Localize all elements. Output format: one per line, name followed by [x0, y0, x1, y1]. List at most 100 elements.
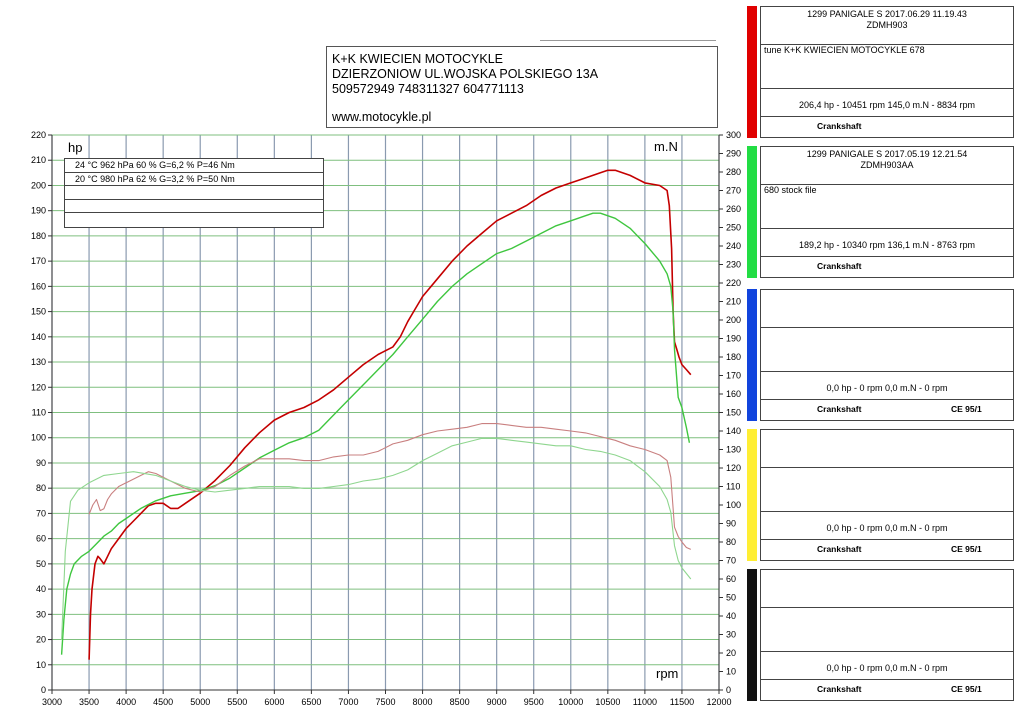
run-result: 0,0 hp - 0 rpm 0,0 m.N - 0 rpm: [761, 652, 1013, 680]
run-panel-4: 0,0 hp - 0 rpm 0,0 m.N - 0 rpm Crankshaft…: [744, 429, 1016, 561]
run-info-frame: 0,0 hp - 0 rpm 0,0 m.N - 0 rpm Crankshaft…: [760, 569, 1014, 701]
run-result: 0,0 hp - 0 rpm 0,0 m.N - 0 rpm: [761, 512, 1013, 540]
x-axis-ticks: 3000 3500 4000 4500 5000 5500 6000 6500 7000 7500…: [42, 690, 732, 707]
left-tick-label-50: 50: [36, 559, 46, 569]
run-vin: ZDMH903AA: [860, 160, 914, 170]
right-tick-label-160: 160: [726, 389, 741, 399]
right-tick-label-130: 130: [726, 445, 741, 455]
x-tick-label-8500: 8500: [450, 697, 470, 707]
run-result: 189,2 hp - 10340 rpm 136,1 m.N - 8763 rp…: [761, 229, 1013, 257]
run-crankshaft-label: Crankshaft: [817, 121, 862, 131]
left-tick-label-100: 100: [31, 433, 46, 443]
right-tick-label-270: 270: [726, 186, 741, 196]
left-tick-label-20: 20: [36, 635, 46, 645]
left-tick-label-190: 190: [31, 206, 46, 216]
run-info-frame: 0,0 hp - 0 rpm 0,0 m.N - 0 rpm Crankshaft…: [760, 289, 1014, 421]
left-tick-label-210: 210: [31, 155, 46, 165]
left-tick-label-40: 40: [36, 584, 46, 594]
shop-name: K+K KWIECIEN MOTOCYKLE: [332, 52, 503, 66]
run-color-strip: [747, 569, 757, 701]
right-tick-label-60: 60: [726, 574, 736, 584]
run-title: 1299 PANIGALE S 2017.05.19 12.21.54 ZDMH9…: [761, 147, 1013, 185]
run-info-frame: 1299 PANIGALE S 2017.06.29 11.19.43 ZDMH9…: [760, 6, 1014, 138]
run-crankshaft-label: Crankshaft: [817, 544, 862, 554]
run-standard-label: CE 95/1: [951, 544, 982, 554]
x-tick-label-5500: 5500: [227, 697, 247, 707]
left-tick-label-160: 160: [31, 281, 46, 291]
right-tick-label-170: 170: [726, 371, 741, 381]
run-crankshaft-label: Crankshaft: [817, 684, 862, 694]
x-tick-label-7000: 7000: [338, 697, 358, 707]
run-crankshaft-label: Crankshaft: [817, 261, 862, 271]
right-tick-label-260: 260: [726, 204, 741, 214]
left-tick-label-10: 10: [36, 660, 46, 670]
run-result: 0,0 hp - 0 rpm 0,0 m.N - 0 rpm: [761, 372, 1013, 400]
left-tick-label-110: 110: [32, 408, 46, 418]
left-tick-label-120: 120: [31, 382, 46, 392]
run-crankshaft-label: Crankshaft: [817, 404, 862, 414]
right-tick-label-190: 190: [726, 334, 741, 344]
right-tick-label-70: 70: [726, 556, 736, 566]
run-title: 1299 PANIGALE S 2017.06.29 11.19.43 ZDMH9…: [761, 7, 1013, 45]
x-tick-label-6500: 6500: [301, 697, 321, 707]
left-tick-label-80: 80: [36, 483, 46, 493]
conditions-row-3: [65, 186, 323, 200]
right-tick-label-150: 150: [726, 408, 741, 418]
left-tick-label-90: 90: [36, 458, 46, 468]
right-tick-label-290: 290: [726, 149, 741, 159]
run-info-frame: 0,0 hp - 0 rpm 0,0 m.N - 0 rpm Crankshaft…: [760, 429, 1014, 561]
run-description: [761, 328, 1013, 372]
shop-address: DZIERZONIOW UL.WOJSKA POLSKIEGO 13A: [332, 67, 599, 81]
shop-website: www.motocykle.pl: [332, 110, 432, 124]
right-tick-label-200: 200: [726, 315, 741, 325]
x-tick-label-9000: 9000: [487, 697, 507, 707]
left-tick-label-180: 180: [31, 231, 46, 241]
series-line-stock-power: [60, 212, 691, 655]
series-line-tuned-power: [88, 169, 692, 660]
right-tick-label-30: 30: [726, 630, 736, 640]
run-description: [761, 468, 1013, 512]
run-result: 206,4 hp - 10451 rpm 145,0 m.N - 8834 rp…: [761, 89, 1013, 117]
conditions-row-1: 24 °C 962 hPa 60 % G=6,2 % P=46 Nm: [65, 159, 323, 173]
run-title: [761, 570, 1013, 608]
run-standard-label: CE 95/1: [951, 684, 982, 694]
right-tick-label-80: 80: [726, 537, 736, 547]
x-tick-label-3500: 3500: [79, 697, 99, 707]
series-line-stock-torque: [61, 437, 692, 641]
right-tick-label-0: 0: [726, 685, 731, 695]
header-decoration: [540, 40, 716, 45]
run-title-line: 1299 PANIGALE S 2017.06.29 11.19.43: [807, 9, 967, 19]
left-tick-label-30: 30: [36, 609, 46, 619]
right-tick-label-280: 280: [726, 167, 741, 177]
left-tick-label-140: 140: [31, 332, 46, 342]
left-tick-label-220: 220: [31, 130, 46, 140]
right-tick-label-300: 300: [726, 130, 741, 140]
right-tick-label-220: 220: [726, 278, 741, 288]
right-tick-label-180: 180: [726, 352, 741, 362]
left-tick-label-130: 130: [31, 357, 46, 367]
run-panel-5: 0,0 hp - 0 rpm 0,0 m.N - 0 rpm Crankshaft…: [744, 569, 1016, 701]
left-tick-label-0: 0: [41, 685, 46, 695]
left-tick-label-150: 150: [31, 307, 46, 317]
x-tick-label-10000: 10000: [558, 697, 583, 707]
right-tick-label-230: 230: [726, 260, 741, 270]
left-tick-label-60: 60: [36, 534, 46, 544]
conditions-box: 24 °C 962 hPa 60 % G=6,2 % P=46 Nm 20 °C…: [64, 158, 324, 228]
run-title: [761, 430, 1013, 468]
right-tick-label-210: 210: [726, 297, 741, 307]
left-tick-label-170: 170: [31, 256, 46, 266]
run-description: tune K+K KWIECIEN MOTOCYKLE 678: [761, 45, 1013, 89]
left-tick-label-70: 70: [36, 508, 46, 518]
x-tick-label-4500: 4500: [153, 697, 173, 707]
x-tick-label-10500: 10500: [595, 697, 620, 707]
series-line-tuned-torque: [88, 423, 692, 550]
y-axis-label-hp: hp: [68, 140, 82, 155]
x-tick-label-4000: 4000: [116, 697, 136, 707]
left-tick-label-200: 200: [31, 180, 46, 190]
shop-header: K+K KWIECIEN MOTOCYKLE DZIERZONIOW UL.WO…: [326, 46, 718, 128]
run-description: [761, 608, 1013, 652]
run-color-strip: [747, 289, 757, 421]
right-tick-label-40: 40: [726, 611, 736, 621]
right-tick-label-140: 140: [726, 426, 741, 436]
